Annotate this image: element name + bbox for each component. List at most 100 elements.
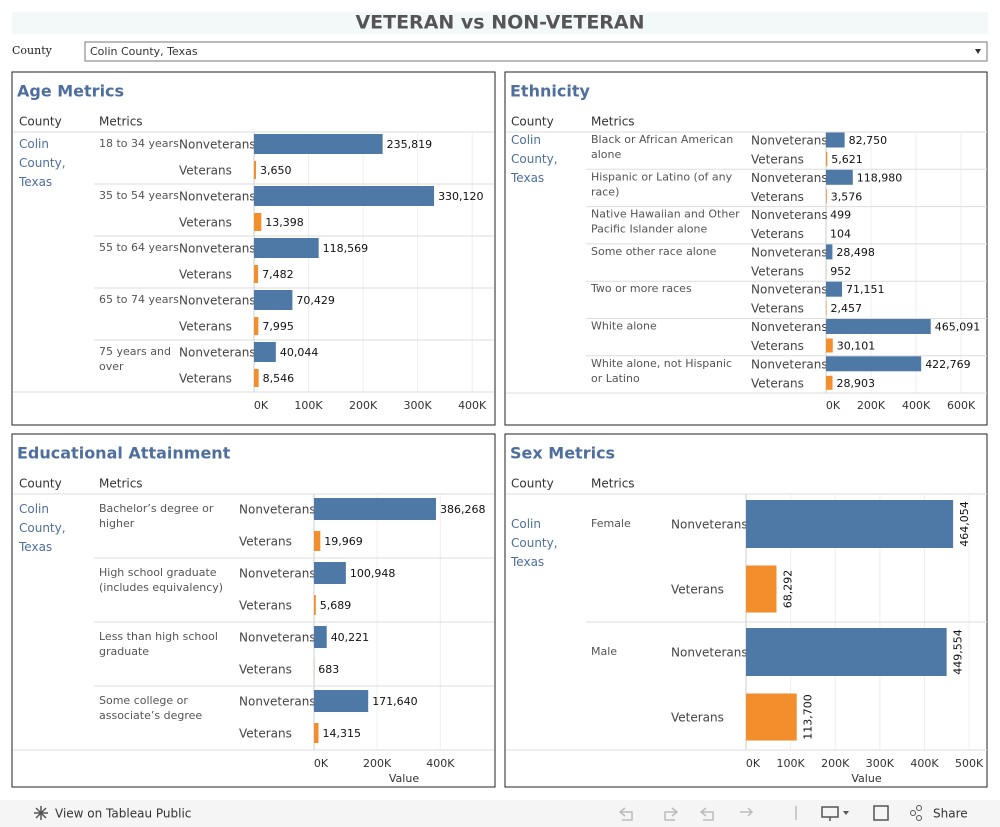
bar xyxy=(746,565,777,613)
metric-label: 75 years and over xyxy=(99,345,171,373)
bar xyxy=(826,319,931,334)
value-label: 171,640 xyxy=(372,695,418,708)
view-link[interactable]: View on Tableau Public xyxy=(55,807,191,821)
dropdown-box[interactable] xyxy=(84,41,988,62)
value-label: 13,398 xyxy=(265,216,304,229)
column-header: County xyxy=(19,477,62,491)
bar xyxy=(254,265,259,283)
panel-title: Age Metrics xyxy=(17,82,124,101)
value-label: 28,498 xyxy=(836,246,875,259)
series-label: Veterans xyxy=(179,164,232,178)
panel-title: Educational Attainment xyxy=(17,444,231,463)
value-label: 3,650 xyxy=(260,164,292,177)
metric-label: White alone, not Hispanic or Latino xyxy=(591,357,732,385)
metric-label: Some other race alone xyxy=(591,245,717,258)
metric-label: Hispanic or Latino (of any race) xyxy=(591,170,733,198)
bar xyxy=(826,189,827,204)
column-header: Metrics xyxy=(99,115,143,129)
bar xyxy=(826,375,833,390)
value-label: 104 xyxy=(830,228,851,241)
series-label: Veterans xyxy=(179,216,232,230)
download-icon[interactable] xyxy=(821,806,839,821)
fullscreen-icon[interactable] xyxy=(873,805,889,821)
metric-label: Some college or associate’s degree xyxy=(99,694,202,722)
series-label: Veterans xyxy=(179,372,232,386)
x-tick-label: 200K xyxy=(363,757,392,770)
panel-title: Ethnicity xyxy=(510,82,590,101)
panel-title: Sex Metrics xyxy=(510,444,615,463)
series-label: Nonveterans xyxy=(751,134,828,148)
column-header: Metrics xyxy=(591,115,635,129)
series-label: Nonveterans xyxy=(751,245,828,259)
dropdown-value[interactable]: Colin County, Texas xyxy=(90,45,198,58)
value-label: 386,268 xyxy=(440,503,486,516)
bar xyxy=(746,500,954,548)
download-arrow[interactable] xyxy=(843,811,849,815)
bar xyxy=(314,595,316,615)
metric-label: White alone xyxy=(591,320,657,333)
x-tick-label: 0K xyxy=(314,757,329,770)
metric-label: Bachelor’s degree or higher xyxy=(99,502,214,530)
series-label: Nonveterans xyxy=(751,357,828,371)
value-label: 113,700 xyxy=(802,694,815,740)
series-label: Nonveterans xyxy=(751,208,828,222)
x-tick-label: 0K xyxy=(254,399,269,412)
bar xyxy=(826,169,853,185)
value-label: 40,044 xyxy=(280,346,319,359)
bar xyxy=(314,562,346,584)
column-header: County xyxy=(511,477,554,491)
series-label: Nonveterans xyxy=(239,567,316,581)
bar xyxy=(254,213,262,231)
value-label: 19,969 xyxy=(324,535,363,548)
value-label: 683 xyxy=(318,663,339,676)
bar xyxy=(746,628,947,676)
metric-label: Black or African American alone xyxy=(591,133,733,161)
metric-label: Two or more races xyxy=(590,282,692,295)
toolbar xyxy=(0,800,1000,827)
series-label: Veterans xyxy=(239,599,292,613)
value-label: 7,482 xyxy=(262,268,294,281)
filter-dropdown[interactable]: Colin County, Texas xyxy=(84,41,988,62)
revert-icon[interactable] xyxy=(699,807,714,821)
panel xyxy=(11,433,496,788)
tableau-link[interactable]: View on Tableau Public xyxy=(34,806,191,821)
x-axis-label: Value xyxy=(389,772,419,785)
undo-icon[interactable] xyxy=(618,807,633,821)
column-header: County xyxy=(19,115,62,129)
column-header: Metrics xyxy=(99,477,143,491)
column-header: County xyxy=(511,115,554,129)
share-icon[interactable] xyxy=(910,810,916,816)
x-tick-label: 500K xyxy=(955,757,984,770)
refresh-icon[interactable] xyxy=(740,807,754,817)
series-label: Veterans xyxy=(179,268,232,282)
bar xyxy=(314,498,436,520)
share-icon[interactable] xyxy=(916,805,922,811)
metric-label: 65 to 74 years xyxy=(99,293,179,306)
panel xyxy=(504,71,988,426)
value-label: 449,554 xyxy=(952,629,965,675)
dropdown-arrow[interactable] xyxy=(975,49,981,54)
series-label: Veterans xyxy=(751,339,804,353)
share-icon[interactable] xyxy=(916,815,922,821)
bar xyxy=(314,690,369,712)
value-label: 118,980 xyxy=(857,171,903,184)
share-label[interactable]: Share xyxy=(933,807,968,821)
series-label: Veterans xyxy=(751,190,804,204)
metric-label: Less than high school graduate xyxy=(99,630,218,658)
series-label: Nonveterans xyxy=(179,138,256,152)
x-tick-label: 100K xyxy=(777,757,806,770)
share-button[interactable]: Share xyxy=(910,805,968,821)
tableau-icon[interactable] xyxy=(34,806,48,820)
bar xyxy=(826,356,922,372)
redo-icon[interactable] xyxy=(664,807,679,821)
value-label: 71,151 xyxy=(846,283,885,296)
county-label: Colin County, Texas xyxy=(18,502,66,554)
x-tick-label: 200K xyxy=(857,399,886,412)
column-header: Metrics xyxy=(591,477,635,491)
x-tick-label: 0K xyxy=(746,757,761,770)
series-label: Nonveterans xyxy=(751,320,828,334)
title-band xyxy=(12,12,988,34)
value-label: 28,903 xyxy=(837,377,876,390)
value-label: 422,769 xyxy=(925,358,971,371)
